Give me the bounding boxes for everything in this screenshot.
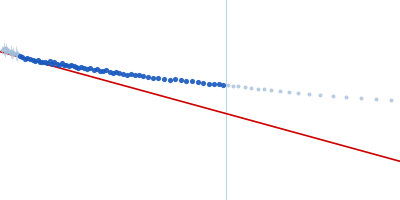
Point	[94, 68, 100, 71]
Point	[206, 82, 212, 85]
Point	[317, 93, 323, 96]
Point	[183, 79, 190, 83]
Point	[194, 81, 201, 84]
Point	[113, 70, 119, 73]
Point	[242, 86, 248, 89]
Point	[230, 84, 236, 87]
Point	[225, 83, 231, 86]
Point	[200, 81, 206, 85]
Point	[211, 82, 218, 85]
Point	[220, 83, 226, 86]
Point	[189, 80, 195, 83]
Point	[81, 67, 87, 70]
Point	[42, 61, 48, 64]
Point	[178, 79, 184, 82]
Point	[97, 69, 103, 72]
Point	[70, 65, 77, 68]
Point	[37, 60, 43, 64]
Point	[373, 97, 379, 100]
Point	[34, 58, 41, 62]
Point	[54, 63, 60, 66]
Point	[295, 91, 302, 95]
Point	[56, 63, 62, 66]
Point	[58, 62, 65, 65]
Point	[39, 60, 46, 63]
Point	[120, 72, 126, 75]
Point	[51, 61, 58, 64]
Point	[172, 78, 178, 81]
Point	[75, 66, 82, 69]
Point	[46, 60, 53, 63]
Point	[61, 64, 67, 67]
Point	[116, 72, 122, 75]
Point	[358, 96, 364, 99]
Point	[19, 56, 26, 59]
Point	[66, 64, 72, 67]
Point	[136, 74, 142, 77]
Point	[87, 66, 94, 69]
Point	[140, 75, 146, 78]
Point	[254, 87, 261, 91]
Point	[49, 62, 55, 65]
Point	[110, 71, 116, 74]
Point	[343, 95, 350, 98]
Point	[150, 76, 156, 80]
Point	[277, 90, 283, 93]
Point	[268, 89, 274, 92]
Point	[17, 54, 23, 57]
Point	[161, 77, 167, 80]
Point	[84, 67, 90, 71]
Point	[78, 65, 84, 68]
Point	[132, 74, 138, 77]
Point	[63, 63, 70, 66]
Point	[124, 73, 130, 76]
Point	[30, 59, 36, 62]
Point	[128, 73, 134, 76]
Point	[24, 56, 30, 60]
Point	[261, 88, 267, 91]
Point	[388, 98, 394, 101]
Point	[44, 61, 50, 65]
Point	[286, 90, 292, 94]
Point	[216, 83, 222, 86]
Point	[68, 64, 74, 67]
Point	[90, 68, 97, 72]
Point	[106, 70, 113, 74]
Point	[32, 59, 38, 63]
Point	[73, 65, 79, 69]
Point	[145, 75, 151, 79]
Point	[166, 78, 173, 81]
Point	[306, 92, 312, 95]
Point	[248, 86, 254, 90]
Point	[100, 70, 106, 73]
Point	[330, 94, 336, 97]
Point	[155, 76, 162, 79]
Point	[26, 58, 33, 61]
Point	[103, 69, 110, 72]
Point	[22, 57, 28, 60]
Point	[235, 85, 242, 88]
